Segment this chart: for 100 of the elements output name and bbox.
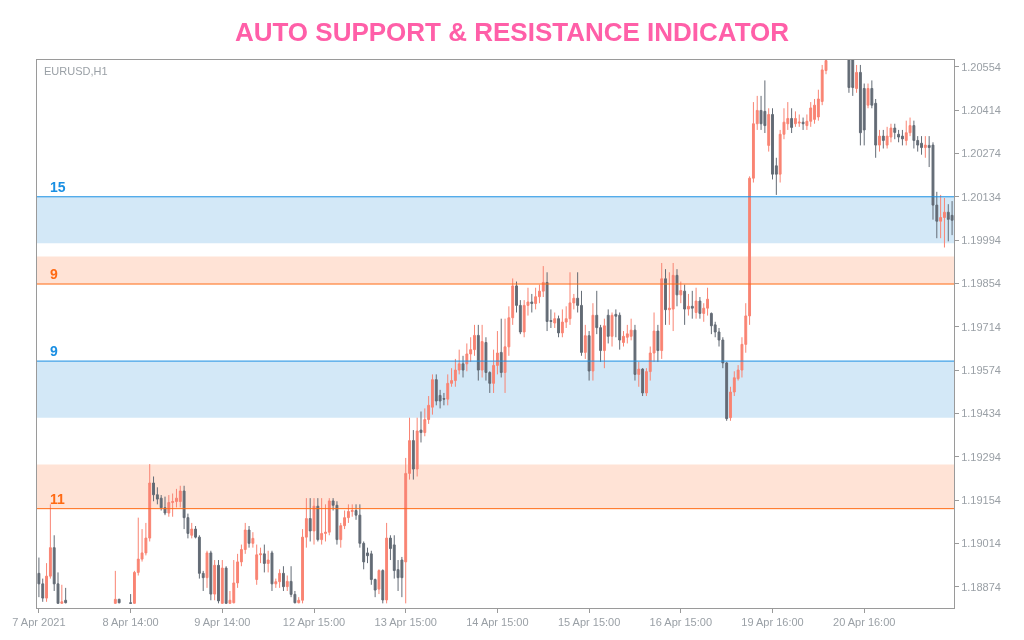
candlestick — [943, 197, 946, 249]
candlestick — [709, 311, 713, 335]
candlestick — [641, 367, 645, 397]
candlestick — [171, 493, 175, 518]
candlestick — [679, 281, 683, 304]
candlestick — [553, 311, 557, 329]
candlestick — [167, 494, 171, 518]
candlestick — [610, 311, 614, 348]
candlestick — [419, 411, 423, 443]
y-tick-label: 1.20274 — [961, 147, 1001, 160]
candlestick — [411, 429, 415, 481]
candlestick — [381, 568, 385, 604]
candlestick — [656, 324, 660, 363]
candlestick — [912, 120, 916, 149]
candlestick — [698, 296, 702, 320]
x-tick-label: 8 Apr 14:00 — [102, 616, 159, 629]
candlestick — [282, 565, 285, 592]
y-tick-label: 1.20414 — [961, 103, 1001, 116]
candlestick — [129, 593, 133, 604]
candlestick — [602, 318, 606, 369]
candlestick — [163, 496, 167, 516]
candlestick — [415, 417, 419, 477]
candlestick — [797, 113, 801, 128]
candlestick — [117, 598, 121, 604]
candlestick — [790, 107, 794, 134]
candlestick — [591, 302, 595, 382]
candlestick — [885, 126, 889, 149]
y-tick-label: 1.19854 — [961, 277, 1001, 290]
candlestick — [660, 262, 664, 360]
candlestick — [560, 308, 564, 338]
y-tick-label: 1.19714 — [961, 320, 1001, 333]
candlestick — [851, 60, 855, 97]
candlestick — [568, 271, 572, 326]
candlestick — [855, 64, 858, 94]
candlestick — [113, 570, 117, 604]
candlestick — [690, 290, 694, 320]
x-tick-label: 13 Apr 15:00 — [374, 616, 437, 629]
candlestick — [583, 324, 587, 360]
candlestick — [794, 110, 797, 128]
candlestick — [64, 587, 68, 604]
candlestick — [434, 373, 438, 406]
x-tick-label: 15 Apr 15:00 — [557, 616, 621, 629]
y-tick-label: 1.19294 — [961, 450, 1001, 463]
y-tick-label: 1.20554 — [961, 60, 1001, 73]
candlestick — [866, 83, 870, 109]
candlestick — [809, 101, 813, 128]
candlestick — [530, 293, 534, 313]
x-tick-label: 14 Apr 15:00 — [466, 616, 529, 629]
candlestick — [60, 584, 64, 604]
candlestick — [209, 550, 213, 601]
x-tick-label: 12 Apr 15:00 — [282, 616, 346, 629]
candlestick — [266, 550, 270, 573]
candlestick — [618, 311, 622, 351]
candlestick — [312, 497, 316, 546]
candlestick — [847, 60, 851, 94]
candlestick — [587, 330, 591, 382]
candlestick — [893, 123, 897, 140]
y-tick-label: 1.18874 — [961, 580, 1001, 593]
candlestick — [377, 568, 381, 595]
candlestick — [224, 565, 228, 604]
x-tick-label: 20 Apr 16:00 — [833, 616, 896, 629]
candlestick — [385, 522, 389, 604]
annotation: 9 — [50, 266, 58, 282]
candlestick — [801, 117, 805, 131]
candlestick — [335, 500, 339, 546]
candlestick — [675, 268, 679, 307]
candlestick — [262, 544, 266, 573]
candlestick — [858, 64, 862, 146]
candlestick — [557, 315, 560, 338]
candlestick — [278, 568, 282, 589]
candlestick — [320, 497, 324, 546]
candlestick — [442, 392, 446, 406]
candlestick — [545, 271, 549, 332]
candlestick — [767, 107, 771, 153]
candlestick — [637, 361, 641, 388]
candlestick — [904, 120, 908, 146]
candlestick — [946, 203, 950, 242]
candlestick — [270, 550, 274, 592]
candlestick — [683, 284, 687, 326]
candlestick — [534, 287, 538, 310]
candlestick — [205, 550, 209, 589]
x-tick-label: 16 Apr 15:00 — [649, 616, 713, 629]
candlestick — [881, 129, 885, 149]
annotation: 9 — [50, 343, 58, 359]
y-tick-label: 1.20134 — [961, 190, 1001, 203]
candlestick — [480, 324, 484, 378]
candlestick — [178, 485, 182, 508]
candlestick — [664, 268, 667, 326]
candlestick — [629, 318, 633, 341]
candlestick — [152, 475, 155, 502]
candlestick — [923, 135, 927, 159]
y-tick-label: 1.19994 — [961, 233, 1001, 246]
candlestick — [671, 262, 675, 332]
candlestick — [694, 287, 698, 320]
candlestick — [633, 324, 637, 382]
x-tick-label: 9 Apr 14:00 — [194, 616, 251, 629]
candlestick — [900, 129, 904, 146]
candlestick — [255, 544, 259, 586]
candlestick — [217, 559, 220, 604]
chart-title: AUTO SUPPORT & RESISTANCE INDICATOR — [234, 16, 790, 47]
